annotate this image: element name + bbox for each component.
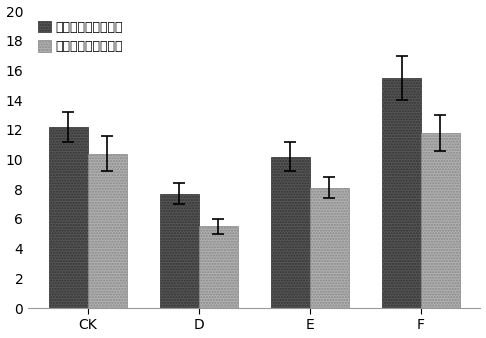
Bar [421, 133, 460, 308]
Bar [49, 127, 87, 308]
Legend: 单株豌豆夹数（个）, 单株豌豆产量（克）: 单株豌豆夹数（个）, 单株豌豆产量（克） [35, 17, 127, 57]
Bar [87, 153, 126, 308]
Bar [382, 78, 421, 308]
Bar [271, 156, 310, 308]
Bar [199, 226, 238, 308]
Bar [160, 194, 199, 308]
Bar [310, 188, 349, 308]
